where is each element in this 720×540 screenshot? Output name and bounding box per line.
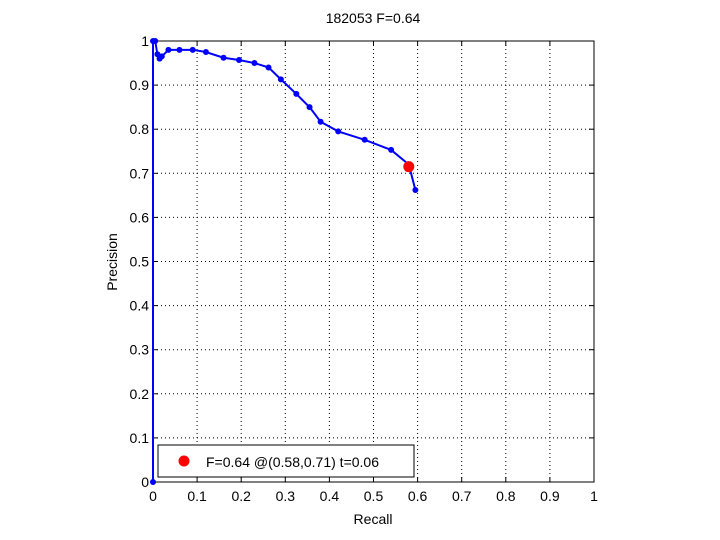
x-tick-label: 0.3 [276,488,296,504]
best-f-point [403,161,415,173]
y-tick-label: 0 [141,474,149,490]
pr-curve-point [388,146,395,153]
y-tick-label: 0.2 [130,386,150,402]
y-tick-label: 0.9 [130,77,150,93]
legend-label: F=0.64 @(0.58,0.71) t=0.06 [206,454,379,470]
legend: F=0.64 @(0.58,0.71) t=0.06 [157,444,415,478]
pr-curve-point [202,49,209,56]
pr-curve-point [150,479,156,485]
x-tick-label: 0.4 [320,488,340,504]
x-tick-label: 0.8 [496,488,516,504]
x-tick-label: 0.2 [231,488,251,504]
pr-curve-point [361,136,368,143]
pr-curve-point [317,118,324,125]
pr-curve-point [152,38,159,44]
x-tick-label: 0.5 [364,488,384,504]
x-tick-label: 0.7 [452,488,472,504]
pr-curve-point [189,46,196,53]
y-tick-label: 0.6 [130,209,150,225]
y-axis-label: Precision [104,233,120,291]
pr-curve-point [158,53,165,60]
y-tick-label: 0.8 [130,121,150,137]
x-tick-label: 0.1 [187,488,207,504]
pr-curve-point [277,76,284,83]
pr-curve-point [235,56,242,63]
pr-curve-point [265,64,272,71]
y-tick-label: 0.3 [130,342,150,358]
highlight-layer [403,161,415,173]
pr-curve-point [165,46,172,53]
pr-curve-point [412,187,419,194]
x-tick-label: 0.6 [408,488,428,504]
y-ticks: 0 0.1 0.2 0.3 0.4 0.5 0.6 0.7 0.8 0.9 1 [130,33,594,490]
y-tick-label: 0.7 [130,165,150,181]
grid-lines [153,41,594,482]
pr-curve-point [293,90,300,97]
legend-box [157,444,415,478]
chart-title: 182053 F=0.64 [326,10,421,26]
x-tick-label: 0 [149,488,157,504]
pr-curve-point [176,46,183,53]
y-tick-label: 1 [141,33,149,49]
x-tick-label: 0.9 [540,488,560,504]
pr-curve-point [251,60,258,67]
y-tick-label: 0.4 [130,298,150,314]
legend-marker [178,455,190,467]
pr-curve-point [306,104,313,111]
y-tick-label: 0.1 [130,430,150,446]
y-tick-label: 0.5 [130,254,150,270]
pr-curve-point [335,128,342,135]
pr-curve-point [220,54,227,61]
x-tick-label: 1 [590,488,598,504]
x-axis-label: Recall [354,511,393,527]
x-ticks: 0 0.1 0.2 0.3 0.4 0.5 0.6 0.7 0.8 0.9 1 [149,41,598,504]
